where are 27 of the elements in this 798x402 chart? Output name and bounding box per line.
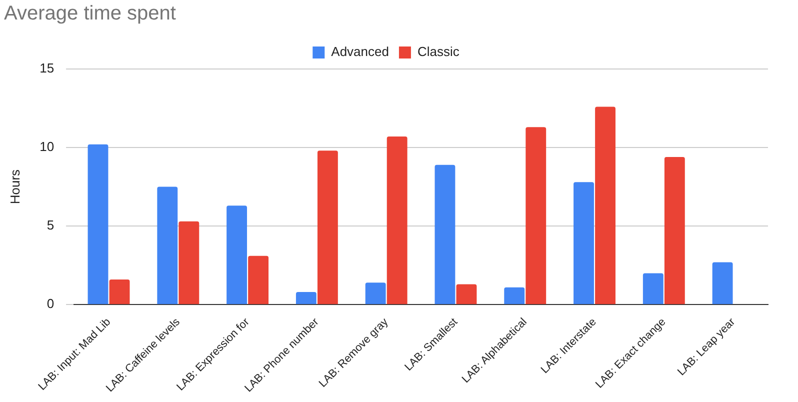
y-tick-label: 5 — [46, 218, 54, 233]
bar — [88, 144, 108, 304]
bar — [365, 282, 386, 304]
legend-label: Advanced — [331, 44, 389, 60]
bar — [109, 279, 130, 304]
bar — [712, 262, 733, 304]
legend-label: Classic — [417, 44, 460, 60]
bar — [526, 127, 546, 304]
bar — [296, 292, 316, 304]
bar — [178, 221, 200, 304]
bar — [248, 256, 269, 304]
y-axis-title: Hours — [7, 168, 22, 204]
bar — [664, 156, 685, 304]
bar — [642, 273, 664, 304]
bar — [386, 136, 408, 304]
y-tick-label: 10 — [40, 139, 54, 154]
bar — [317, 150, 338, 304]
bar — [434, 164, 456, 304]
y-tick-label: 15 — [40, 60, 54, 76]
bar — [456, 284, 477, 304]
bar — [595, 106, 616, 304]
bar — [574, 182, 594, 304]
bar — [157, 186, 178, 304]
y-tick-label: 0 — [46, 296, 54, 312]
bar — [226, 206, 248, 304]
chart-title: Average time spent — [4, 2, 176, 25]
bar — [504, 287, 525, 304]
